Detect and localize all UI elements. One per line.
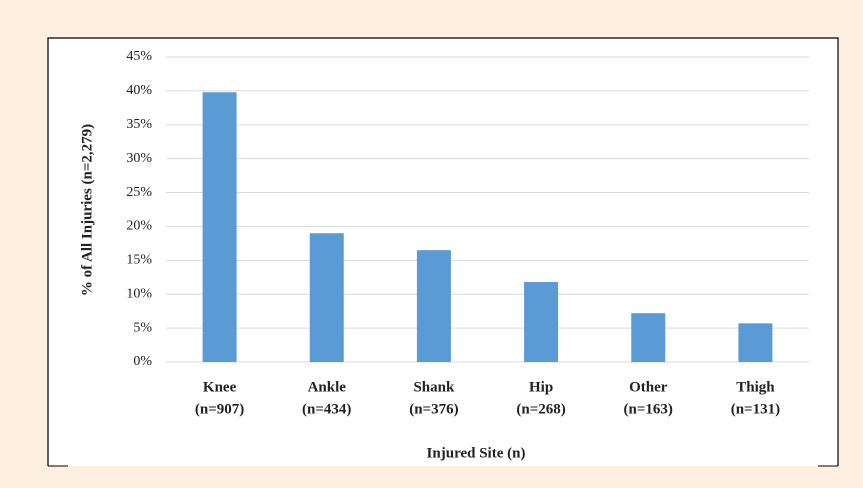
- y-tick-label: 30%: [126, 151, 152, 166]
- y-tick-label: 5%: [133, 320, 152, 335]
- bar: [738, 323, 773, 362]
- x-tick-label: Hip: [529, 379, 553, 395]
- y-tick-label: 10%: [126, 286, 152, 301]
- x-tick-count: (n=131): [731, 401, 780, 417]
- x-tick-count: (n=268): [516, 401, 565, 417]
- x-tick-label: Ankle: [308, 379, 347, 395]
- bar: [416, 250, 451, 362]
- chart-border: [47, 37, 839, 466]
- y-tick-label: 35%: [126, 117, 152, 132]
- y-tick-label: 0%: [133, 354, 152, 369]
- y-tick-label: 45%: [126, 49, 152, 64]
- x-tick-label: Thigh: [736, 379, 775, 395]
- bar: [309, 233, 344, 362]
- x-tick-count: (n=163): [624, 401, 673, 417]
- y-tick-label: 25%: [126, 185, 152, 200]
- bar: [631, 313, 666, 362]
- y-tick-label: 15%: [126, 253, 152, 268]
- x-tick-count: (n=907): [195, 401, 244, 417]
- y-tick-label: 40%: [126, 83, 152, 98]
- x-tick-label: Other: [629, 379, 668, 395]
- bar: [202, 92, 237, 362]
- x-tick-label: Knee: [203, 379, 237, 395]
- x-tick-count: (n=376): [409, 401, 458, 417]
- y-axis-label: % of All Injuries (n=2,279): [79, 124, 95, 296]
- x-axis-label: Injured Site (n): [427, 445, 526, 461]
- y-tick-label: 20%: [126, 219, 152, 234]
- x-tick-count: (n=434): [302, 401, 351, 417]
- bar: [524, 282, 559, 362]
- x-tick-label: Shank: [413, 379, 455, 395]
